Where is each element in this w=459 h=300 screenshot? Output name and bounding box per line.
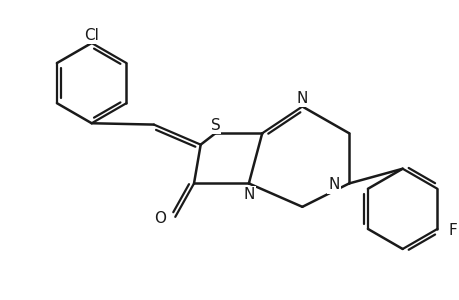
- Text: N: N: [243, 187, 254, 202]
- Text: Cl: Cl: [84, 28, 99, 43]
- Text: S: S: [210, 118, 220, 133]
- Text: F: F: [447, 223, 456, 238]
- Text: O: O: [154, 211, 166, 226]
- Text: N: N: [296, 91, 308, 106]
- Text: N: N: [328, 177, 339, 192]
